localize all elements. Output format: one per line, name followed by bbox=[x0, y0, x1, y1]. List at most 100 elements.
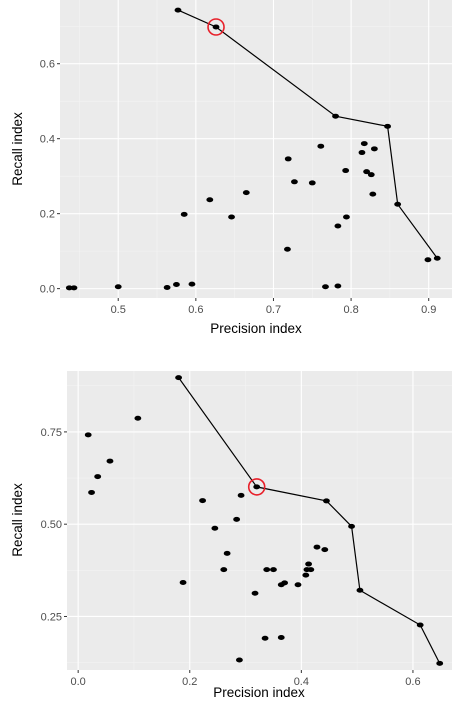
chart-top-data-point bbox=[317, 143, 325, 149]
chart-top-data-point bbox=[433, 255, 441, 261]
chart-bottom: 0.0 0.2 0.4 0.6 0.25 0.50 0.75 Precision inde… bbox=[10, 371, 452, 700]
chart-top-data-point bbox=[334, 283, 342, 289]
chart-top-data-point bbox=[173, 282, 180, 288]
chart-bottom-data-point bbox=[294, 582, 302, 588]
chart-top-frontier-line bbox=[177, 9, 438, 259]
chart-top-x-tick-label: 0.5 bbox=[111, 304, 126, 316]
chart-top-data-point bbox=[242, 190, 250, 196]
chart-bottom-x-tick-label: 0.6 bbox=[405, 676, 420, 688]
chart-top-x-tick-label: 0.6 bbox=[188, 304, 203, 316]
chart-bottom-y-axis-title: Recall index bbox=[10, 483, 25, 557]
chart-bottom-data-point bbox=[302, 572, 310, 578]
chart-bottom-data-point bbox=[356, 587, 364, 593]
chart-top-data-point bbox=[163, 285, 171, 291]
chart-top-data-point bbox=[424, 257, 432, 263]
chart-bottom-x-tick-label: 0.0 bbox=[71, 676, 86, 688]
chart-top-y-axis-title: Recall index bbox=[10, 112, 25, 186]
chart-bottom-data-point bbox=[134, 415, 142, 421]
chart-top-data-point bbox=[370, 146, 378, 152]
chart-bottom-highlight-circle bbox=[247, 478, 266, 496]
chart-top-data-point bbox=[65, 285, 73, 291]
chart-top-panel bbox=[60, 0, 452, 298]
chart-bottom-data-point bbox=[251, 590, 259, 596]
chart-top-frontier bbox=[177, 9, 438, 259]
chart-top-data-point bbox=[343, 214, 350, 220]
chart-top-x-axis-title: Precision index bbox=[210, 321, 302, 336]
chart-bottom-data-point bbox=[277, 582, 285, 588]
chart-top-data-point bbox=[284, 246, 291, 252]
chart-top-data-point bbox=[291, 179, 298, 185]
chart-top-y-tick-label: 0.6 bbox=[40, 59, 55, 71]
chart-bottom-y-tick-label: 0.75 bbox=[41, 427, 62, 439]
chart-bottom-data-point bbox=[175, 375, 182, 381]
chart-bottom-data-point bbox=[307, 567, 315, 573]
chart-bottom-data-point bbox=[237, 492, 245, 498]
chart-top-data-point bbox=[212, 24, 220, 30]
chart-top-data-point bbox=[334, 223, 342, 229]
chart-top-data-point bbox=[180, 211, 188, 217]
chart-top-y-tick-label: 0.2 bbox=[40, 209, 55, 221]
chart-bottom-data-point bbox=[233, 516, 241, 522]
chart-bottom-data-point bbox=[263, 567, 271, 573]
chart-bottom-y-tick-label: 0.25 bbox=[41, 611, 62, 623]
chart-top: 0.5 0.6 0.7 0.8 0.9 0.0 0.2 0.4 0.6 Precision i… bbox=[10, 0, 452, 336]
chart-top-data-point bbox=[367, 172, 375, 178]
chart-top-y-tick-label: 0.0 bbox=[40, 284, 55, 296]
chart-bottom-data-point bbox=[277, 635, 285, 641]
chart-top-data-point bbox=[363, 169, 371, 175]
chart-bottom-highlight bbox=[247, 478, 266, 496]
chart-top-x-axis: 0.5 0.6 0.7 0.8 0.9 bbox=[111, 298, 436, 316]
chart-bottom-panel bbox=[67, 371, 452, 670]
chart-bottom-grid bbox=[67, 371, 452, 670]
chart-top-data-point bbox=[188, 281, 196, 287]
chart-bottom-data-point bbox=[348, 523, 355, 529]
chart-bottom-data-point bbox=[323, 498, 330, 504]
chart-top-data-point bbox=[284, 156, 292, 162]
chart-bottom-data-point bbox=[179, 580, 187, 586]
chart-top-data-point bbox=[70, 285, 78, 291]
chart-bottom-x-axis-title: Precision index bbox=[213, 685, 305, 700]
chart-top-data-point bbox=[114, 284, 122, 290]
chart-bottom-data-point bbox=[236, 657, 243, 663]
chart-top-data-point bbox=[358, 150, 366, 156]
chart-bottom-data-point bbox=[253, 484, 261, 490]
chart-bottom-data-point bbox=[106, 458, 114, 464]
chart-bottom-x-tick-label: 0.4 bbox=[294, 676, 309, 688]
chart-bottom-points bbox=[84, 375, 444, 666]
chart-top-data-point bbox=[360, 141, 368, 147]
chart-top-y-axis: 0.0 0.2 0.4 0.6 bbox=[40, 59, 60, 296]
chart-top-data-point bbox=[308, 180, 316, 186]
chart-bottom-x-tick-label: 0.2 bbox=[182, 676, 197, 688]
chart-top-data-point bbox=[342, 168, 350, 174]
chart-bottom-x-axis: 0.0 0.2 0.4 0.6 bbox=[71, 670, 421, 688]
chart-top-data-point bbox=[369, 191, 377, 197]
chart-bottom-data-point bbox=[416, 622, 424, 628]
chart-bottom-data-point bbox=[436, 660, 444, 666]
chart-top-data-point bbox=[394, 201, 402, 207]
chart-bottom-data-point bbox=[211, 525, 219, 531]
chart-top-highlight bbox=[207, 18, 225, 36]
chart-bottom-data-point bbox=[313, 544, 321, 550]
chart-top-data-point bbox=[322, 284, 329, 290]
chart-top-data-point bbox=[174, 7, 182, 13]
chart-bottom-data-point bbox=[84, 432, 92, 438]
chart-top-grid bbox=[60, 0, 452, 298]
chart-top-highlight-circle bbox=[207, 18, 225, 36]
chart-top-x-tick-label: 0.7 bbox=[266, 304, 281, 316]
chart-bottom-data-point bbox=[261, 635, 269, 641]
chart-top-points bbox=[65, 7, 441, 291]
chart-bottom-data-point bbox=[321, 547, 329, 553]
chart-top-data-point bbox=[206, 197, 214, 203]
chart-bottom-data-point bbox=[305, 561, 313, 567]
chart-top-x-tick-label: 0.9 bbox=[421, 304, 436, 316]
chart-top-data-point bbox=[332, 113, 339, 119]
chart-bottom-data-point bbox=[270, 567, 277, 573]
chart-top-data-point bbox=[228, 214, 235, 220]
chart-bottom-data-point bbox=[199, 498, 206, 504]
chart-bottom-y-axis: 0.25 0.50 0.75 bbox=[41, 427, 67, 623]
chart-bottom-data-point bbox=[223, 550, 231, 556]
chart-top-y-tick-label: 0.4 bbox=[40, 134, 55, 146]
chart-bottom-y-tick-label: 0.50 bbox=[41, 519, 62, 531]
chart-bottom-data-point bbox=[94, 474, 102, 480]
